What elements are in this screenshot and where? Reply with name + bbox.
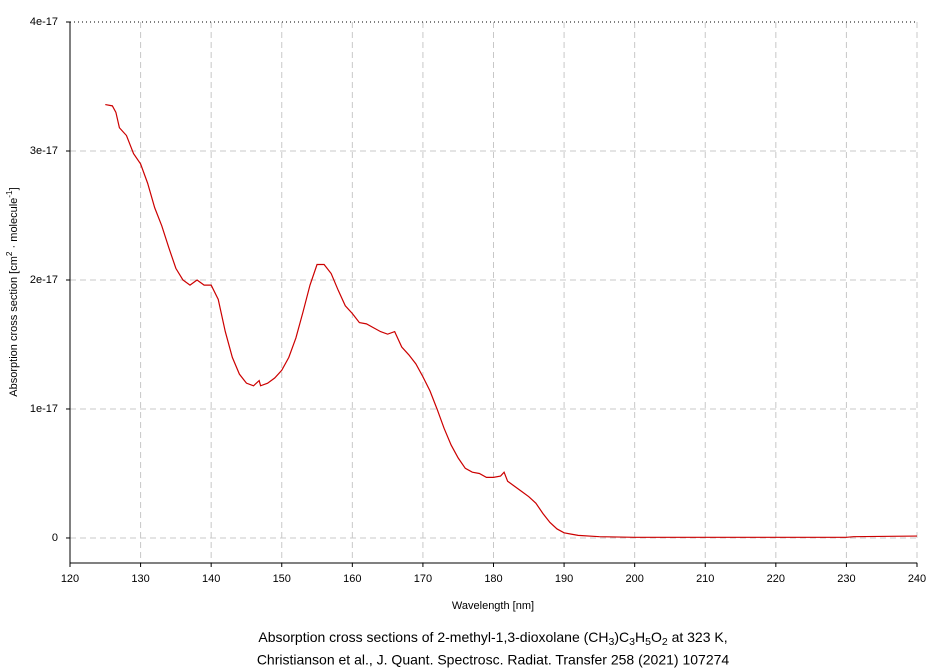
y-tick-label: 1e-17 <box>30 403 58 415</box>
y-tick-label: 4e-17 <box>30 16 58 28</box>
x-tick-label: 230 <box>837 573 855 585</box>
data-line <box>105 103 918 538</box>
y-tick-label: 0 <box>52 532 58 544</box>
y-axis-label: Absorption cross section [cm2 · molecule… <box>5 187 20 396</box>
chart-title: Absorption cross sections of 2-methyl-1,… <box>258 629 727 648</box>
x-tick-label: 190 <box>555 573 573 585</box>
x-tick-label: 120 <box>61 573 79 585</box>
x-tick-label: 130 <box>131 573 149 585</box>
x-tick-label: 150 <box>273 573 291 585</box>
x-tick-label: 240 <box>908 573 926 585</box>
x-tick-label: 200 <box>625 573 643 585</box>
chart-subtitle: Christianson et al., J. Quant. Spectrosc… <box>257 652 730 668</box>
y-tick-label: 2e-17 <box>30 274 58 286</box>
x-tick-label: 220 <box>767 573 785 585</box>
x-tick-label: 210 <box>696 573 714 585</box>
y-tick-label: 3e-17 <box>30 145 58 157</box>
x-tick-label: 180 <box>484 573 502 585</box>
x-tick-label: 160 <box>343 573 361 585</box>
x-axis-label: Wavelength [nm] <box>452 600 534 612</box>
x-tick-label: 170 <box>414 573 432 585</box>
x-tick-label: 140 <box>202 573 220 585</box>
